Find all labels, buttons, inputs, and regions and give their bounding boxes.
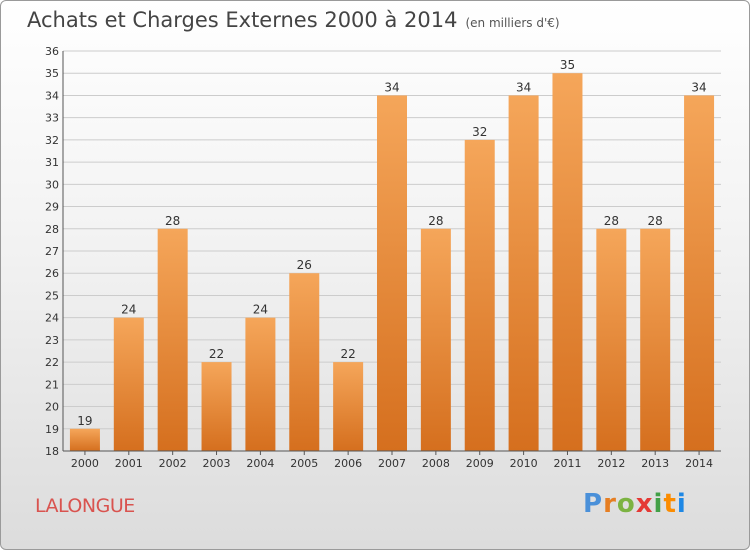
- data-label-2012: 28: [604, 214, 619, 228]
- y-tick-label: 31: [45, 156, 59, 169]
- y-tick-label: 26: [45, 267, 59, 280]
- bar-2003: [201, 362, 232, 451]
- x-tick-label-2007: 2007: [378, 457, 406, 470]
- bar-2004: [245, 317, 276, 451]
- bar-2012: [596, 228, 627, 451]
- y-tick-label: 27: [45, 245, 59, 258]
- bar-2005: [289, 273, 320, 451]
- bar-2001: [113, 317, 144, 451]
- y-tick-label: 29: [45, 201, 59, 214]
- chart-title: Achats et Charges Externes 2000 à 2014 (e…: [27, 8, 560, 32]
- data-label-2008: 28: [428, 214, 443, 228]
- x-tick-label-2010: 2010: [510, 457, 538, 470]
- data-label-2011: 35: [560, 58, 575, 72]
- x-tick-label-2011: 2011: [553, 457, 581, 470]
- x-tick-label-2008: 2008: [422, 457, 450, 470]
- bar-2014: [684, 95, 715, 451]
- y-tick-label: 33: [45, 112, 59, 125]
- x-tick-label-2002: 2002: [159, 457, 187, 470]
- y-tick-label: 19: [45, 423, 59, 436]
- y-tick-label: 21: [45, 378, 59, 391]
- bar-2009: [464, 139, 495, 451]
- x-tick-label-2014: 2014: [685, 457, 713, 470]
- y-tick-label: 22: [45, 356, 59, 369]
- bars: 19 24 28 22 24 26 22 34 28 32 34 35 28 28 34: [69, 58, 715, 451]
- data-label-2002: 28: [165, 214, 180, 228]
- y-tick-label: 20: [45, 401, 59, 414]
- bar-2008: [420, 228, 451, 451]
- y-tick-label: 18: [45, 445, 59, 458]
- x-tick-label-2013: 2013: [641, 457, 669, 470]
- data-label-2000: 19: [77, 414, 92, 428]
- bar-2010: [508, 95, 539, 451]
- y-tick-label: 23: [45, 334, 59, 347]
- axes: 18 19 20 21 22 23 24 25 26 27 28 29 30 31 32 33 34 35 36 20…: [45, 45, 721, 470]
- data-label-2004: 24: [253, 303, 268, 317]
- y-tick-label: 28: [45, 223, 59, 236]
- place-name: LALONGUE: [35, 495, 135, 517]
- x-tick-label-2000: 2000: [71, 457, 99, 470]
- x-tick-label-2001: 2001: [115, 457, 143, 470]
- data-label-2009: 32: [472, 125, 487, 139]
- data-label-2003: 22: [209, 347, 224, 361]
- x-tick-label-2009: 2009: [466, 457, 494, 470]
- data-label-2014: 34: [691, 80, 706, 94]
- y-tick-label: 32: [45, 134, 59, 147]
- data-label-2006: 22: [340, 347, 355, 361]
- y-tick-label: 24: [45, 312, 59, 325]
- bar-2007: [377, 95, 407, 451]
- x-tick-label-2006: 2006: [334, 457, 362, 470]
- x-tick-label-2003: 2003: [203, 457, 231, 470]
- proxiti-logo: Proxiti: [583, 489, 687, 519]
- title-text: Achats et Charges Externes 2000 à 2014: [27, 8, 458, 32]
- title-unit: (en milliers d'€): [465, 16, 560, 30]
- x-tick-label-2005: 2005: [290, 457, 318, 470]
- bar-2011: [552, 73, 583, 451]
- bar-2006: [333, 362, 364, 451]
- y-tick-label: 25: [45, 289, 59, 302]
- bar-2000: [69, 428, 100, 451]
- y-tick-label: 36: [45, 45, 59, 58]
- x-tick-label-2012: 2012: [597, 457, 625, 470]
- y-tick-label: 35: [45, 67, 59, 80]
- data-label-2001: 24: [121, 303, 136, 317]
- bar-2002: [157, 228, 188, 451]
- data-label-2010: 34: [516, 80, 531, 94]
- x-tick-label-2004: 2004: [246, 457, 274, 470]
- data-label-2013: 28: [648, 214, 663, 228]
- y-tick-label: 30: [45, 178, 59, 191]
- data-label-2005: 26: [297, 258, 312, 272]
- y-tick-label: 34: [45, 89, 59, 102]
- bar-2013: [640, 228, 671, 451]
- data-label-2007: 34: [384, 80, 399, 94]
